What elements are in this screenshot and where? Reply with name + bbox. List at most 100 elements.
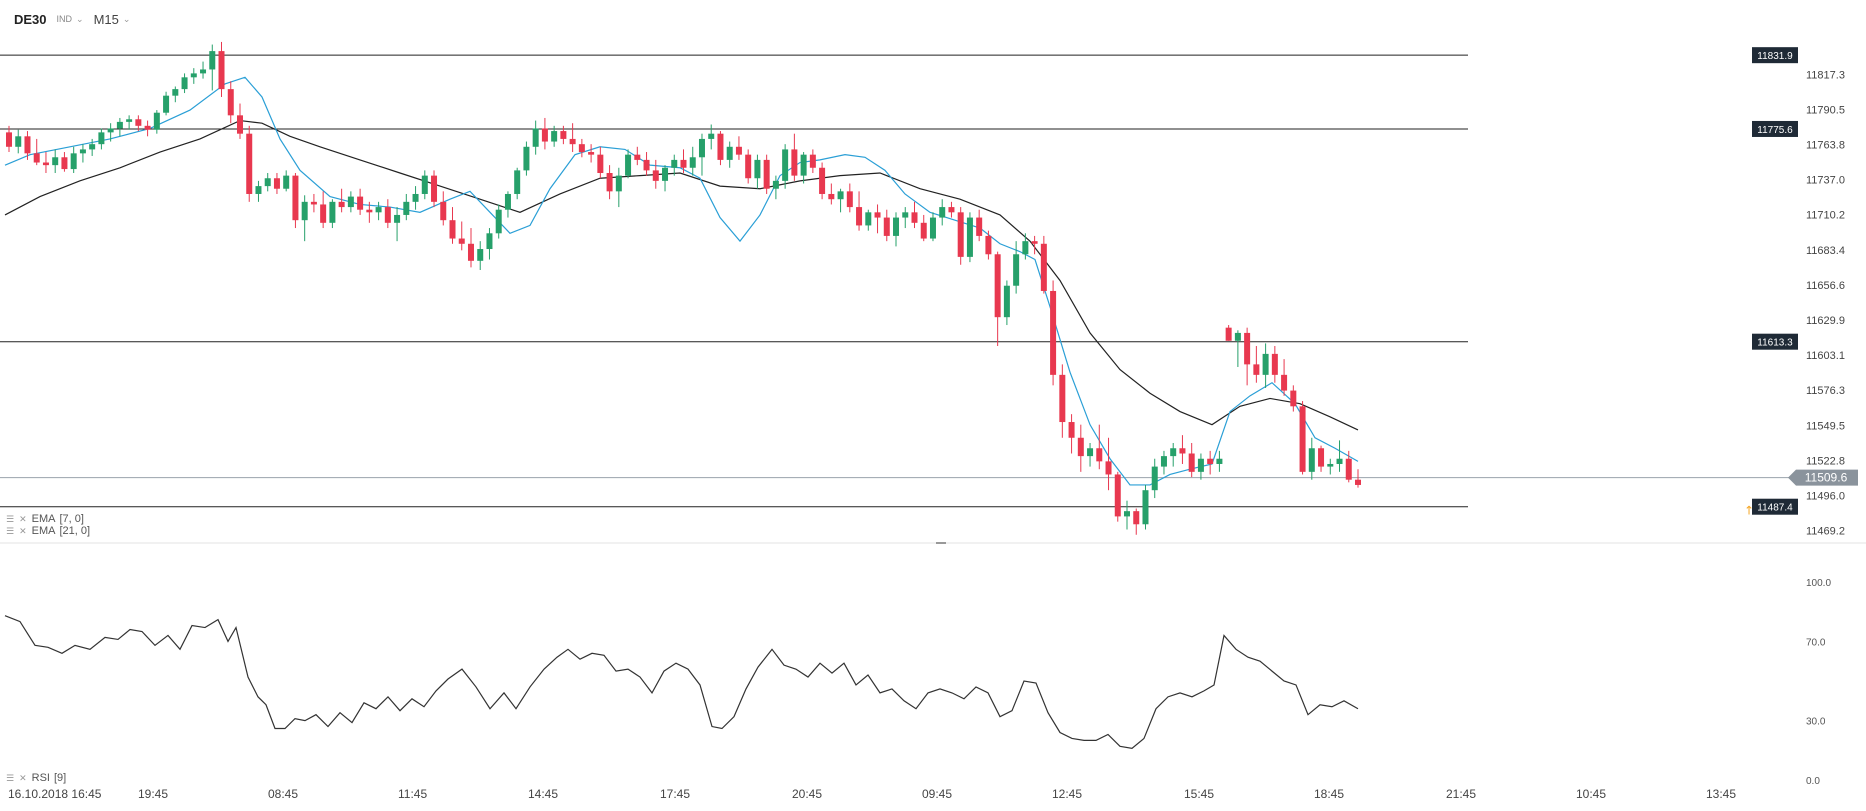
candle[interactable]	[458, 221, 465, 251]
candle[interactable]	[449, 207, 456, 244]
candle[interactable]	[357, 188, 364, 215]
candle[interactable]	[1179, 435, 1186, 464]
candle[interactable]	[791, 133, 798, 181]
candle[interactable]	[597, 146, 604, 179]
candle[interactable]	[948, 201, 955, 218]
candle[interactable]	[966, 212, 973, 263]
candle[interactable]	[902, 207, 909, 229]
candle[interactable]	[772, 175, 779, 200]
candle[interactable]	[514, 167, 521, 200]
candle[interactable]	[1225, 325, 1232, 341]
candle[interactable]	[994, 251, 1001, 347]
candle[interactable]	[15, 129, 22, 154]
candle[interactable]	[1207, 450, 1214, 475]
level-tag[interactable]: 11831.9	[1752, 47, 1798, 64]
symbol-label[interactable]: DE30	[14, 11, 47, 27]
candle[interactable]	[126, 115, 133, 130]
candle[interactable]	[338, 188, 345, 213]
candle[interactable]	[708, 124, 715, 150]
candle[interactable]	[218, 41, 225, 97]
candle[interactable]	[320, 191, 327, 229]
candle[interactable]	[135, 115, 142, 132]
candle[interactable]	[606, 165, 613, 200]
candle[interactable]	[227, 81, 234, 124]
candle[interactable]	[347, 191, 354, 213]
instrument-type-dropdown[interactable]: IND ⌄	[57, 14, 84, 25]
candle[interactable]	[893, 212, 900, 247]
candle[interactable]	[403, 193, 410, 221]
candle[interactable]	[652, 159, 659, 189]
candle[interactable]	[846, 183, 853, 213]
candle[interactable]	[6, 125, 12, 153]
candle[interactable]	[1059, 364, 1066, 438]
candle[interactable]	[70, 146, 77, 174]
level-tag[interactable]: 11487.4	[1752, 498, 1798, 515]
candle[interactable]	[911, 201, 918, 229]
candle[interactable]	[1003, 280, 1010, 326]
candle[interactable]	[246, 125, 253, 202]
rsi-legend[interactable]: ☰ ✕ RSI [9]	[6, 772, 66, 784]
candle[interactable]	[819, 162, 826, 200]
candle[interactable]	[698, 133, 705, 176]
level-tag[interactable]: 11775.6	[1752, 120, 1798, 137]
candle[interactable]	[1151, 458, 1158, 499]
candle[interactable]	[837, 188, 844, 213]
candle[interactable]	[1355, 469, 1361, 488]
candle[interactable]	[495, 204, 502, 239]
candle[interactable]	[504, 191, 511, 218]
candle[interactable]	[440, 191, 447, 226]
candle[interactable]	[264, 173, 271, 192]
candle[interactable]	[800, 152, 807, 184]
candle[interactable]	[1271, 346, 1278, 383]
candle[interactable]	[532, 120, 539, 155]
candlestick-series[interactable]	[6, 41, 1361, 535]
candle[interactable]	[412, 186, 419, 210]
candle[interactable]	[486, 228, 493, 260]
candle[interactable]	[523, 141, 530, 176]
candle[interactable]	[754, 154, 761, 189]
candle[interactable]	[763, 154, 770, 194]
candle[interactable]	[384, 199, 391, 229]
candle[interactable]	[431, 170, 438, 208]
candle[interactable]	[1124, 500, 1131, 530]
candle[interactable]	[717, 131, 724, 166]
candle[interactable]	[865, 209, 872, 231]
candle[interactable]	[33, 138, 40, 166]
candle[interactable]	[625, 149, 632, 179]
candle[interactable]	[560, 125, 567, 145]
candle[interactable]	[329, 199, 336, 229]
candle[interactable]	[1290, 385, 1297, 412]
candle[interactable]	[1142, 484, 1149, 530]
candle[interactable]	[273, 173, 280, 194]
candle[interactable]	[634, 146, 641, 166]
candle[interactable]	[52, 149, 59, 174]
candle[interactable]	[745, 149, 752, 184]
candle[interactable]	[283, 170, 290, 192]
candle[interactable]	[190, 68, 197, 84]
candle[interactable]	[809, 149, 816, 174]
candle[interactable]	[292, 173, 299, 229]
ema7-legend[interactable]: ☰ ✕ EMA [7, 0]	[6, 513, 84, 525]
close-icon[interactable]: ✕	[19, 525, 28, 536]
candle[interactable]	[301, 195, 308, 242]
candle[interactable]	[200, 61, 207, 79]
candle[interactable]	[1077, 424, 1084, 472]
candle[interactable]	[985, 230, 992, 260]
list-icon[interactable]: ☰	[6, 772, 16, 783]
candle[interactable]	[671, 154, 678, 176]
candle[interactable]	[1188, 443, 1195, 478]
candle[interactable]	[920, 214, 927, 242]
ema21-legend[interactable]: ☰ ✕ EMA [21, 0]	[6, 525, 90, 537]
candle[interactable]	[1105, 437, 1112, 491]
candle[interactable]	[939, 199, 946, 226]
candle[interactable]	[1345, 450, 1352, 483]
candle[interactable]	[375, 201, 382, 221]
candle[interactable]	[1318, 445, 1325, 472]
candle[interactable]	[1050, 280, 1057, 386]
current-price-tag[interactable]: 11509.6	[1788, 469, 1858, 486]
candle[interactable]	[643, 152, 650, 176]
candle[interactable]	[467, 228, 474, 268]
candle[interactable]	[1336, 440, 1343, 472]
candle[interactable]	[735, 136, 742, 160]
